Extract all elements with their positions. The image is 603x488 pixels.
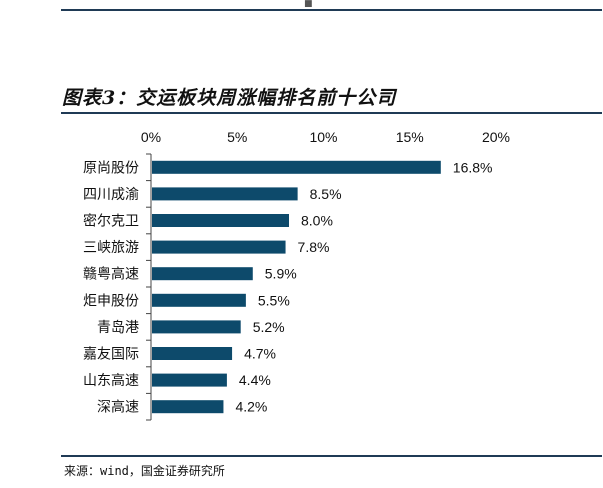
data-label: 5.9% — [265, 266, 297, 282]
data-label: 5.5% — [258, 292, 290, 308]
bar — [152, 373, 227, 387]
bar — [152, 347, 233, 360]
data-labels: 16.8% 8.5% 8.0% 7.8%5.9% 5.5% 5.2% 4.7% 4.4% 4.2… — [235, 159, 492, 414]
data-label: 4.7% — [244, 346, 276, 362]
bars — [152, 160, 441, 414]
bar — [152, 293, 246, 307]
x-tick-label: 15% — [396, 129, 424, 145]
data-label: 7.8% — [298, 239, 330, 255]
y-axis — [146, 153, 152, 421]
source-note: 来源：wind，国金证券研究所 — [64, 464, 225, 478]
x-tick-label: 5% — [227, 129, 247, 145]
data-label: 8.0% — [301, 213, 333, 229]
header-mark: ■ — [304, 0, 313, 9]
x-tick-label: 10% — [309, 129, 337, 145]
bar — [152, 214, 289, 227]
data-label: 4.2% — [235, 399, 267, 415]
bar — [152, 160, 441, 174]
bar — [152, 267, 253, 281]
category-label: 原尚股份 — [83, 160, 139, 176]
x-tick-label: 0% — [141, 129, 161, 145]
data-label: 4.4% — [239, 372, 271, 388]
category-label: 三峡旅游 — [83, 240, 139, 256]
data-label: 8.5% — [310, 186, 342, 202]
data-label: 16.8% — [453, 159, 493, 175]
source-rule — [61, 455, 602, 457]
bar — [152, 320, 241, 334]
header-rule — [61, 9, 602, 11]
title-rule — [61, 112, 602, 114]
category-label: 赣粤高速 — [83, 266, 139, 283]
bar — [152, 240, 286, 254]
category-label: 嘉友国际 — [83, 347, 139, 363]
category-label: 深高速 — [97, 399, 139, 416]
bar — [152, 187, 298, 201]
category-label: 山东高速 — [83, 372, 139, 389]
x-tick-label: 20% — [482, 129, 510, 145]
data-label: 5.2% — [253, 319, 285, 335]
chart-title: 图表3：交运板块周涨幅排名前十公司 — [62, 87, 397, 109]
category-label: 炬申股份 — [83, 293, 139, 309]
x-axis-ticks: 0% 5% 10% 15% 20% — [141, 129, 510, 145]
category-label: 四川成渝 — [83, 187, 139, 203]
category-label: 青岛港 — [97, 320, 139, 336]
category-label: 密尔克卫 — [83, 213, 139, 230]
bar — [152, 400, 224, 414]
